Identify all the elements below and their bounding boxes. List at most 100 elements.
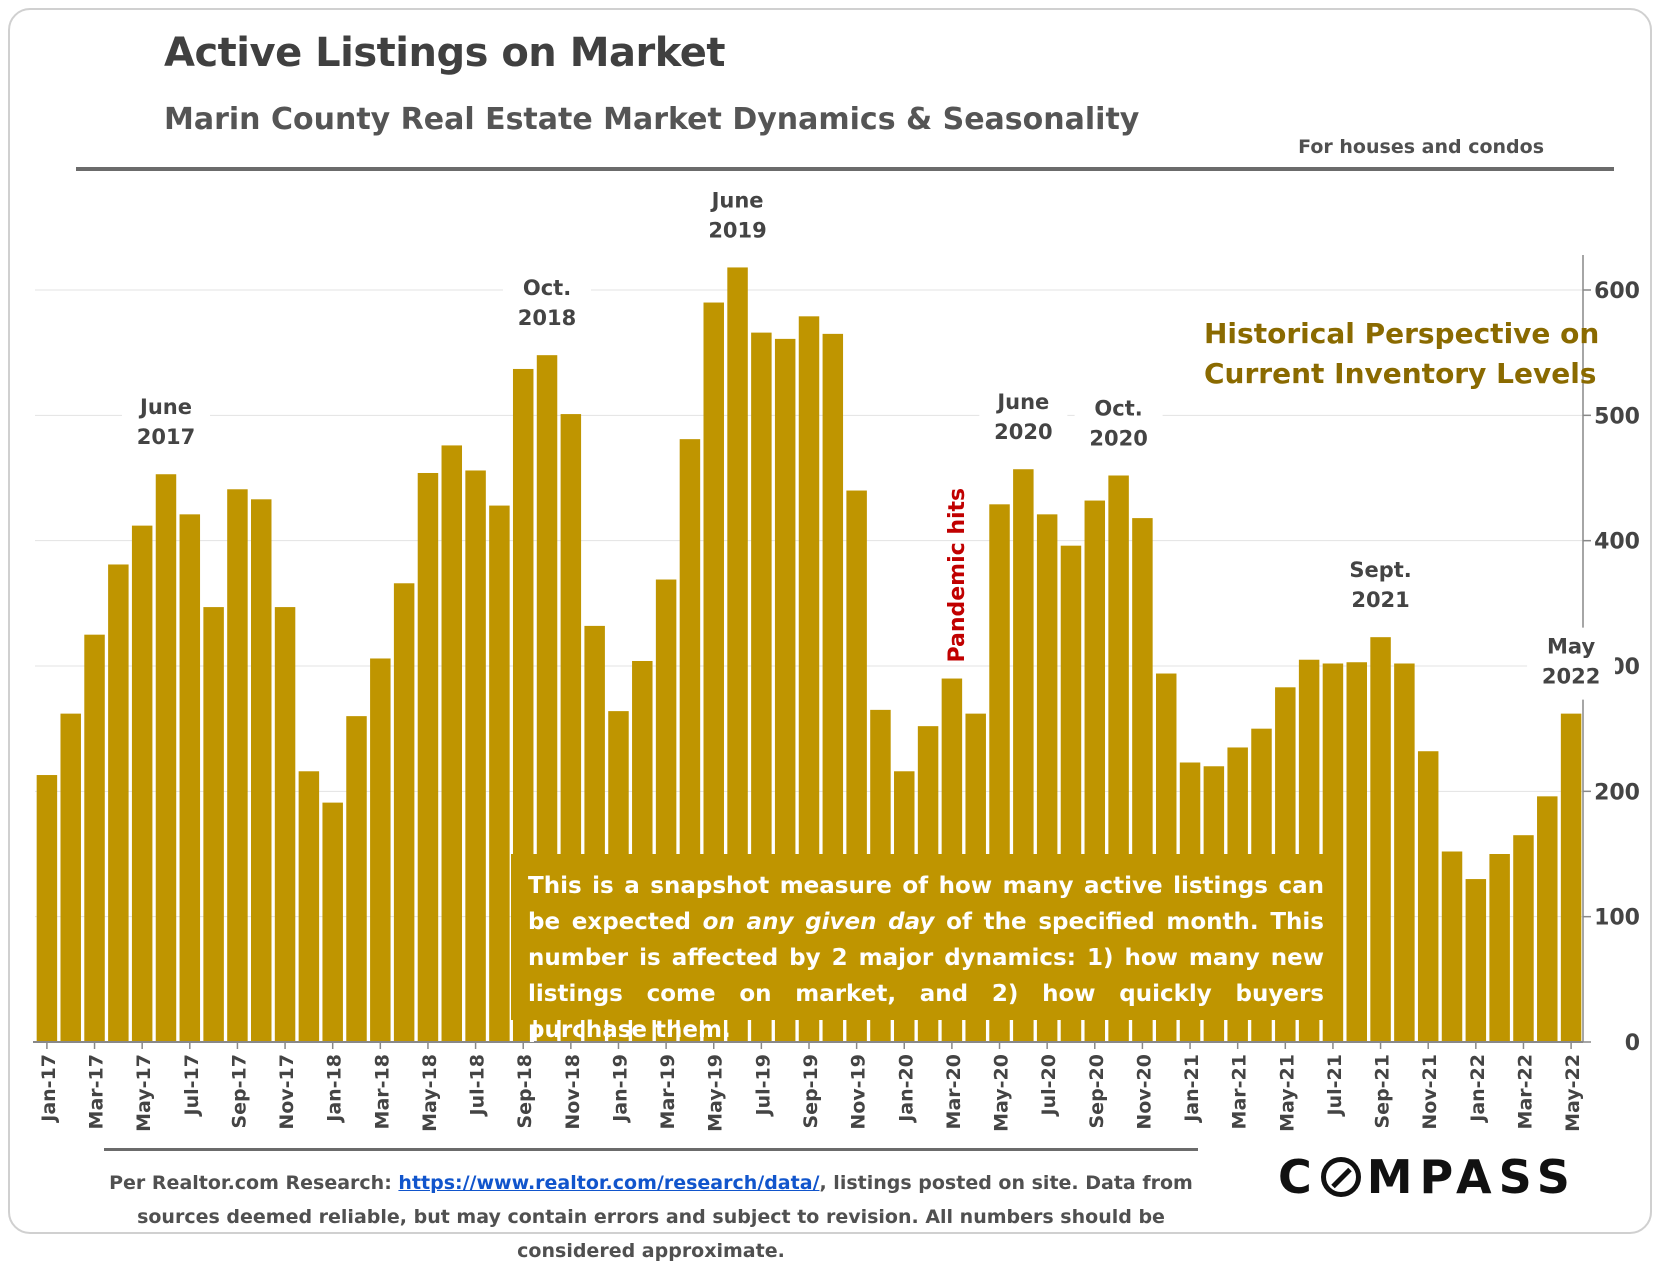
bar-Feb-22 [1489,854,1510,1042]
scope-note: For houses and condos [1298,136,1544,158]
x-tick-label: May-18 [419,1054,441,1132]
peak-annotation: Oct. [1094,396,1142,420]
bar-Jun-19 [727,267,748,1042]
annotation-bg [979,383,1068,456]
bar-May-17 [131,525,153,1042]
x-tick-label: Jan-19 [609,1054,631,1124]
y-tick-label: 100 [1594,906,1640,931]
x-tick-label: Mar-17 [86,1054,108,1129]
info-text-1: This is a snapshot measure of how many a… [528,873,1324,935]
bar-Feb-17 [60,713,81,1042]
x-tick-label: May-17 [133,1054,155,1132]
bar-Oct-17 [251,499,272,1043]
x-tick-label: Sep-21 [1372,1054,1394,1129]
footer-divider [104,1148,1198,1151]
peak-annotation: 2021 [1351,588,1409,612]
peak-annotation: 2018 [518,306,576,330]
bar-Jan-18 [322,802,343,1042]
bar-Mar-18 [370,658,391,1042]
header-divider [76,167,1614,171]
source-note: Per Realtor.com Research: https://www.re… [96,1166,1206,1268]
x-tick-label: Sep-20 [1086,1054,1108,1129]
logo-text-right: MPASS [1366,1150,1577,1204]
x-tick-label: May-22 [1562,1054,1584,1132]
x-tick-label: Jul-21 [1324,1054,1346,1117]
bar-Aug-21 [1346,662,1367,1042]
bar-Jun-17 [155,474,177,1042]
chart-subtitle: Marin County Real Estate Market Dynamics… [164,102,1140,137]
peak-annotation: 2019 [708,218,766,242]
bar-Nov-21 [1417,751,1439,1042]
logo-text-left: C [1278,1150,1319,1204]
x-tick-label: Sep-19 [800,1054,822,1129]
bar-Aug-18 [489,505,510,1042]
bar-Sep-17 [227,489,248,1042]
peak-annotation: 2017 [137,425,195,449]
historical-perspective-label: Historical Perspective on Current Invent… [1204,317,1600,390]
x-tick-label: Jul-18 [467,1054,489,1117]
peak-annotation: June [138,395,192,419]
bar-May-22 [1560,713,1582,1042]
y-tick-label: 600 [1594,279,1640,304]
bar-Jul-18 [465,470,486,1043]
bar-Apr-17 [108,564,129,1042]
x-tick-label: Nov-21 [1419,1054,1441,1130]
x-tick-label: Jul-17 [181,1054,203,1117]
y-tick-label: 500 [1594,404,1640,429]
source-link[interactable]: https://www.realtor.com/research/data/ [398,1172,820,1194]
x-tick-label: Jul-20 [1038,1054,1060,1117]
x-tick-label: Mar-18 [371,1054,393,1129]
peak-annotation: June [710,188,764,212]
x-tick-label: Nov-17 [276,1054,298,1130]
peak-annotation: 2022 [1542,665,1600,689]
annotation-bg [1336,551,1425,624]
x-tick-label: May-20 [991,1054,1013,1132]
y-tick-label: 200 [1594,780,1640,805]
x-tick-label: Mar-20 [943,1054,965,1129]
x-tick-label: Nov-19 [848,1054,870,1130]
bar-Jul-17 [179,514,201,1042]
x-tick-label: May-21 [1276,1054,1298,1132]
bar-Sep-21 [1370,637,1391,1042]
bar-Mar-22 [1513,835,1534,1042]
x-tick-label: Jan-22 [1467,1054,1489,1124]
x-tick-label: Jul-19 [752,1054,774,1117]
bar-Oct-21 [1394,663,1415,1042]
info-text-italic: on any given day [702,909,935,935]
annotation-bg [1527,627,1616,700]
bar-Apr-22 [1537,796,1558,1042]
bar-Nov-17 [274,607,296,1042]
peak-annotation: June [995,390,1049,414]
chart-title: Active Listings on Market [164,30,726,76]
x-tick-label: Mar-19 [657,1054,679,1129]
x-tick-label: Jan-18 [324,1054,346,1124]
bar-Jan-17 [36,775,58,1042]
peak-annotation: Oct. [523,276,571,300]
x-tick-label: Nov-20 [1133,1054,1155,1130]
bar-Aug-17 [203,607,224,1042]
x-tick-label: Nov-18 [562,1054,584,1130]
peak-annotation: 2020 [1089,426,1147,450]
x-tick-label: Jan-21 [1181,1054,1203,1124]
peak-annotation: 2020 [994,420,1052,444]
bar-Dec-21 [1441,851,1463,1042]
x-tick-label: Mar-21 [1229,1054,1251,1129]
peak-annotation: May [1547,635,1595,659]
annotation-bg [503,269,592,342]
bar-Dec-17 [298,771,320,1042]
logo-o-icon [1320,1157,1361,1197]
annotation-bg [1074,389,1163,462]
bar-Feb-18 [346,716,367,1042]
bar-Apr-18 [393,583,415,1042]
bar-Jan-22 [1465,879,1487,1042]
x-tick-label: Jan-17 [38,1054,60,1124]
bar-Jun-18 [441,445,463,1042]
x-tick-label: Sep-17 [228,1054,250,1129]
pandemic-annotation: Pandemic hits [945,488,970,663]
x-tick-label: Sep-18 [514,1054,536,1129]
x-tick-label: Mar-22 [1514,1054,1536,1129]
annotation-bg [693,181,782,254]
bar-Mar-17 [84,634,105,1042]
source-prefix: Per Realtor.com Research: [109,1172,399,1194]
